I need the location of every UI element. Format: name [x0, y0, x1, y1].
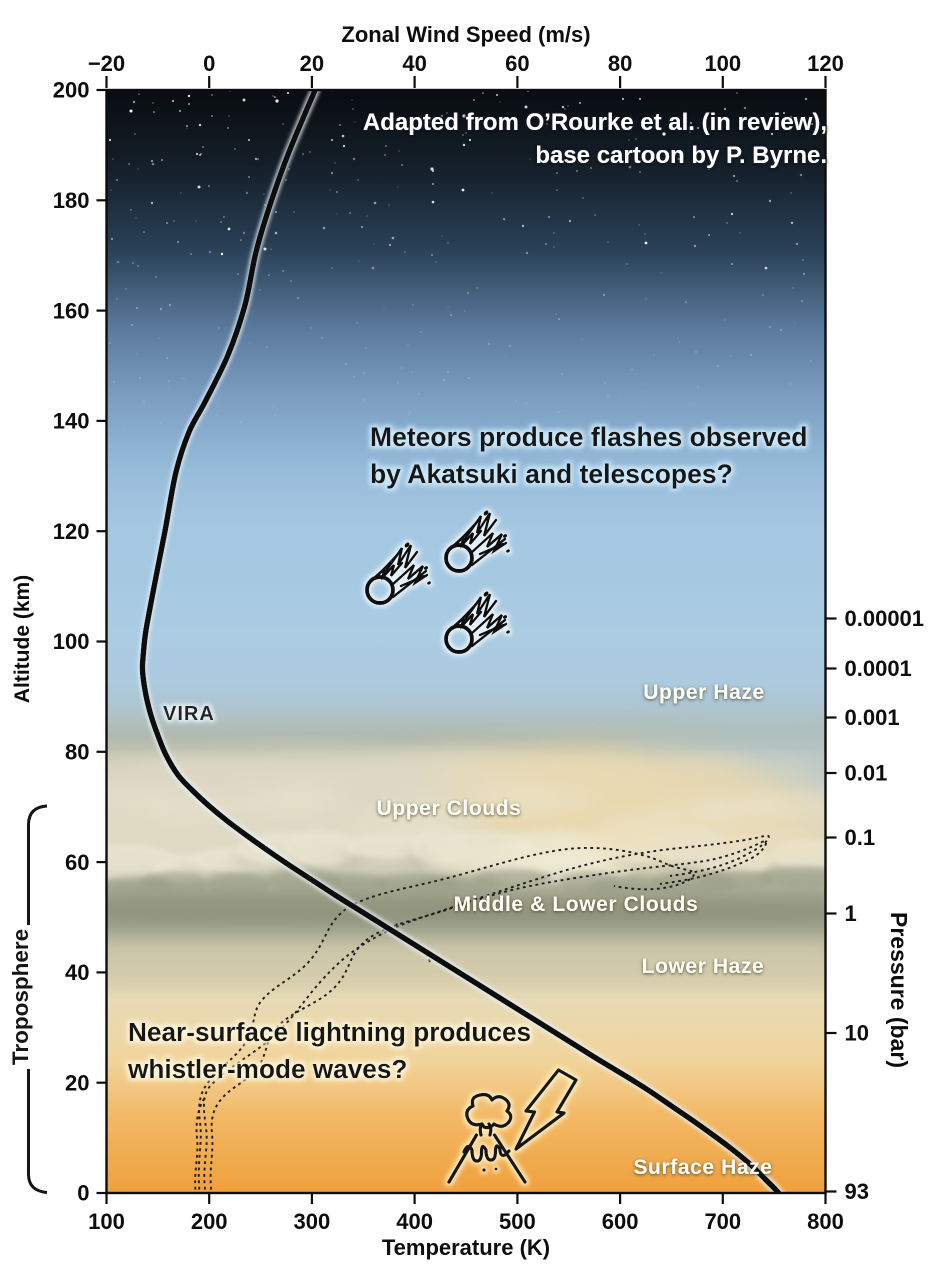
svg-text:60: 60	[65, 850, 89, 875]
svg-text:0.001: 0.001	[845, 705, 900, 730]
svg-text:80: 80	[608, 51, 632, 76]
svg-text:Altitude (km): Altitude (km)	[11, 575, 34, 703]
svg-text:0: 0	[203, 51, 215, 76]
svg-text:Near-surface lightning produce: Near-surface lightning produces	[128, 1017, 531, 1047]
svg-text:by Akatsuki and telescopes?: by Akatsuki and telescopes?	[370, 459, 733, 489]
svg-text:100: 100	[704, 51, 741, 76]
svg-text:0.1: 0.1	[845, 825, 876, 850]
svg-text:0.00001: 0.00001	[845, 606, 925, 631]
svg-text:500: 500	[499, 1209, 536, 1234]
svg-text:600: 600	[602, 1209, 639, 1234]
svg-text:60: 60	[505, 51, 529, 76]
svg-text:100: 100	[88, 1209, 125, 1234]
svg-text:700: 700	[704, 1209, 741, 1234]
svg-text:40: 40	[65, 960, 89, 985]
svg-text:base cartoon by P. Byrne.: base cartoon by P. Byrne.	[535, 142, 827, 169]
svg-text:800: 800	[807, 1209, 844, 1234]
svg-text:Adapted from O’Rourke et al. (: Adapted from O’Rourke et al. (in review)…	[363, 109, 827, 136]
svg-text:Middle & Lower Clouds: Middle & Lower Clouds	[454, 893, 699, 916]
svg-text:120: 120	[807, 51, 844, 76]
svg-text:Zonal Wind Speed (m/s): Zonal Wind Speed (m/s)	[341, 22, 590, 47]
svg-text:300: 300	[294, 1209, 331, 1234]
svg-text:100: 100	[53, 629, 90, 654]
svg-text:VIRA: VIRA	[163, 703, 215, 725]
svg-text:−20: −20	[88, 51, 125, 76]
svg-text:10: 10	[845, 1021, 869, 1046]
svg-text:400: 400	[396, 1209, 433, 1234]
svg-text:Pressure (bar): Pressure (bar)	[886, 912, 912, 1068]
svg-text:140: 140	[53, 409, 90, 434]
svg-text:20: 20	[300, 51, 324, 76]
svg-text:0: 0	[77, 1181, 89, 1206]
svg-text:120: 120	[53, 519, 90, 544]
svg-text:Temperature (K): Temperature (K)	[382, 1235, 550, 1260]
svg-text:93: 93	[845, 1179, 869, 1204]
svg-text:20: 20	[65, 1070, 89, 1095]
svg-text:Troposphere: Troposphere	[8, 929, 33, 1065]
svg-text:200: 200	[191, 1209, 228, 1234]
svg-text:200: 200	[53, 78, 90, 103]
svg-text:Lower Haze: Lower Haze	[642, 955, 765, 978]
svg-text:Upper Haze: Upper Haze	[643, 681, 765, 704]
svg-text:1: 1	[845, 901, 857, 926]
svg-text:160: 160	[53, 298, 90, 323]
svg-text:80: 80	[65, 740, 89, 765]
svg-text:180: 180	[53, 188, 90, 213]
svg-text:whistler-mode waves?: whistler-mode waves?	[127, 1054, 407, 1084]
svg-text:0.01: 0.01	[845, 761, 888, 786]
svg-text:Surface Haze: Surface Haze	[633, 1156, 772, 1179]
svg-text:Meteors produce flashes observ: Meteors produce flashes observed	[370, 422, 807, 452]
svg-text:0.0001: 0.0001	[845, 656, 912, 681]
svg-text:40: 40	[402, 51, 426, 76]
svg-text:Upper Clouds: Upper Clouds	[377, 797, 522, 820]
